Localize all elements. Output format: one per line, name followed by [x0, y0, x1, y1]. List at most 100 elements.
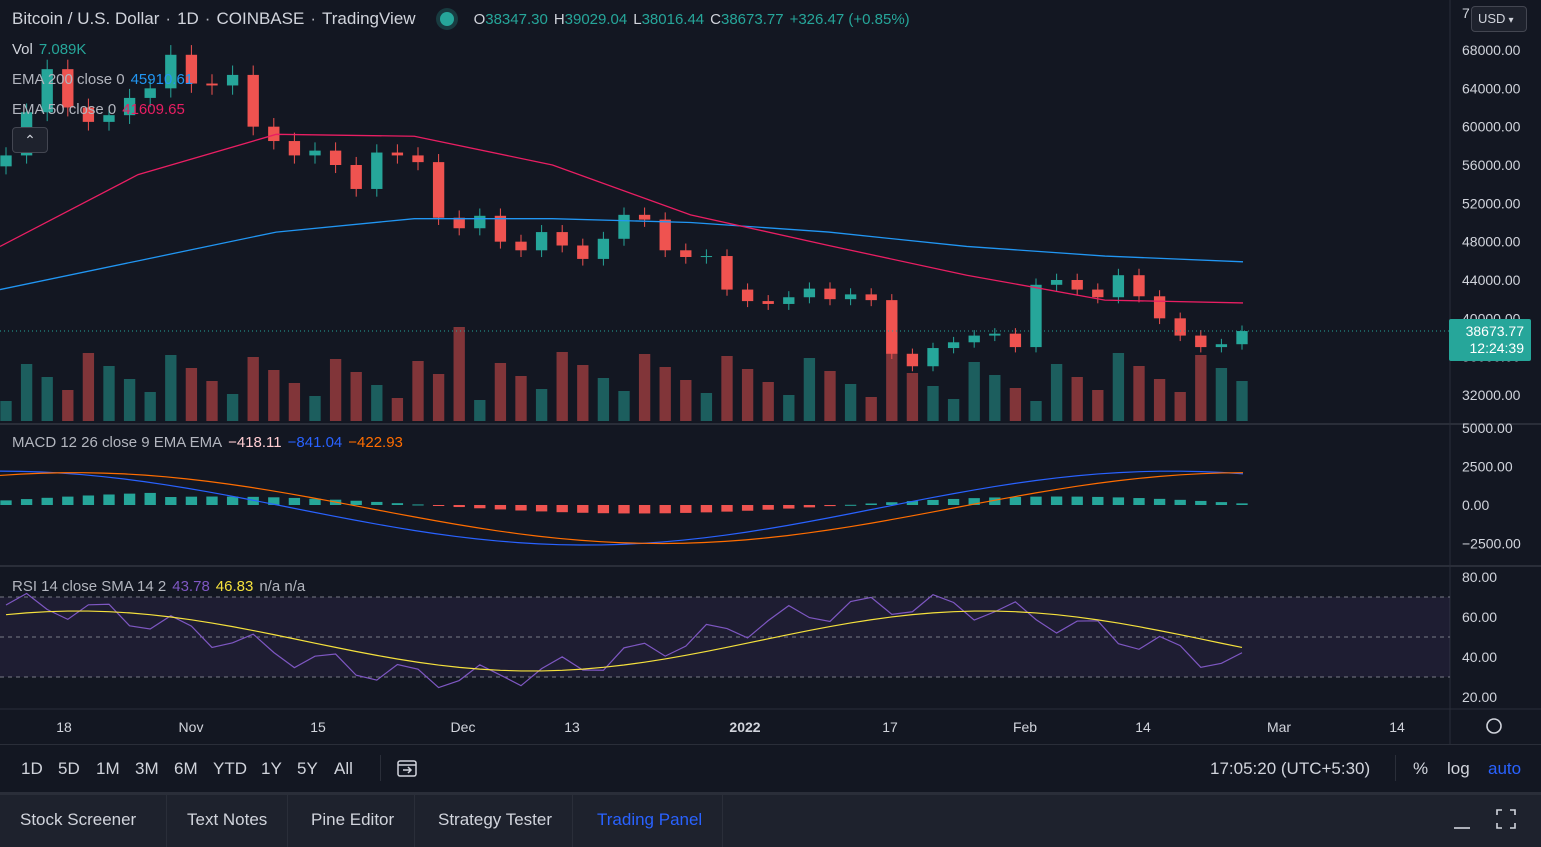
- candle-body[interactable]: [968, 335, 980, 343]
- candle-body[interactable]: [62, 69, 74, 108]
- candle-body[interactable]: [844, 294, 857, 300]
- tab-trading-panel[interactable]: Trading Panel: [577, 795, 724, 847]
- timeframe-all-button[interactable]: All: [334, 759, 353, 778]
- candle-body[interactable]: [1215, 344, 1228, 348]
- candle-body[interactable]: [659, 219, 671, 251]
- maximize-panel-icon[interactable]: [1495, 808, 1517, 835]
- candle-body[interactable]: [680, 250, 692, 257]
- candle-body[interactable]: [803, 288, 816, 298]
- candle-body[interactable]: [412, 155, 424, 163]
- candle-body[interactable]: [618, 214, 630, 239]
- tab-pine-editor[interactable]: Pine Editor: [291, 795, 416, 847]
- candle-body[interactable]: [783, 297, 795, 304]
- candle-body[interactable]: [865, 294, 877, 301]
- timeframe-1m-button[interactable]: 1M: [96, 759, 120, 778]
- candle-body[interactable]: [82, 107, 95, 122]
- candle-body[interactable]: [432, 162, 445, 218]
- timeframe-3m-button[interactable]: 3M: [135, 759, 159, 778]
- ema200-legend[interactable]: EMA 200 close 0 45910.61: [12, 71, 193, 88]
- candle-body[interactable]: [1030, 284, 1042, 348]
- candle-body[interactable]: [906, 353, 919, 367]
- candle-body[interactable]: [453, 217, 465, 229]
- candle-body[interactable]: [309, 150, 321, 156]
- candle-body[interactable]: [474, 215, 486, 229]
- candle-body[interactable]: [556, 232, 568, 246]
- candle-body[interactable]: [989, 333, 1001, 336]
- candle-body[interactable]: [1174, 318, 1186, 336]
- macd-histogram-bar: [721, 505, 733, 512]
- interval-label[interactable]: 1D: [177, 9, 199, 28]
- candle-body[interactable]: [371, 152, 383, 189]
- clock-timezone[interactable]: 17:05:20 (UTC+5:30): [1210, 759, 1371, 778]
- chevron-up-icon: ⌃: [24, 132, 36, 148]
- percent-scale-toggle[interactable]: %: [1413, 759, 1429, 778]
- ema50-legend[interactable]: EMA 50 close 0 41609.65: [12, 101, 185, 118]
- timeframe-1y-button[interactable]: 1Y: [261, 759, 282, 778]
- candle-body[interactable]: [494, 215, 507, 242]
- timeframe-ytd-button[interactable]: YTD: [213, 759, 247, 778]
- macd-histogram-bar: [82, 495, 95, 505]
- candle-body[interactable]: [329, 150, 342, 165]
- collapse-legend-button[interactable]: ⌃: [12, 127, 48, 153]
- candle-body[interactable]: [947, 342, 960, 349]
- candle-body[interactable]: [247, 74, 259, 127]
- candle-body[interactable]: [1071, 280, 1083, 290]
- candle-body[interactable]: [144, 88, 156, 98]
- minimize-panel-icon[interactable]: [1452, 809, 1472, 836]
- tab-text-notes[interactable]: Text Notes: [167, 795, 289, 847]
- candle-body[interactable]: [886, 300, 898, 354]
- candle-body[interactable]: [597, 238, 610, 259]
- time-axis-label: Mar: [1267, 719, 1291, 735]
- candle-body[interactable]: [288, 141, 301, 156]
- tab-stock-screener[interactable]: Stock Screener ⌄: [0, 795, 167, 847]
- candle-body[interactable]: [165, 54, 177, 89]
- candle-body[interactable]: [41, 69, 53, 113]
- candle-body[interactable]: [268, 126, 280, 142]
- auto-scale-toggle[interactable]: auto: [1488, 759, 1522, 778]
- timeframe-5d-button[interactable]: 5D: [58, 759, 80, 778]
- candle-body[interactable]: [1133, 275, 1145, 297]
- candle-body[interactable]: [206, 83, 218, 86]
- candle-body[interactable]: [1153, 296, 1166, 319]
- candle-body[interactable]: [1009, 333, 1022, 348]
- candle-body[interactable]: [0, 155, 12, 167]
- bar-countdown: 12:24:39: [1469, 340, 1525, 356]
- settings-gear-icon[interactable]: [1486, 718, 1502, 734]
- log-scale-toggle[interactable]: log: [1447, 759, 1470, 778]
- candle-body[interactable]: [638, 214, 651, 220]
- currency-selector[interactable]: USD ▾: [1471, 6, 1527, 32]
- candle-body[interactable]: [123, 97, 136, 116]
- candle-body[interactable]: [515, 241, 527, 251]
- candle-body[interactable]: [535, 232, 548, 251]
- candle-body[interactable]: [721, 256, 733, 290]
- market-status-icon[interactable]: [439, 12, 454, 26]
- candle-body[interactable]: [1236, 331, 1248, 345]
- candle-body[interactable]: [103, 115, 115, 122]
- volume-legend[interactable]: Vol 7.089K: [12, 41, 86, 58]
- timeframe-1d-button[interactable]: 1D: [21, 759, 43, 778]
- candle-body[interactable]: [1195, 335, 1207, 348]
- macd-legend[interactable]: MACD 12 26 close 9 EMA EMA −418.11 −841.…: [12, 434, 403, 451]
- macd-histogram-bar: [1195, 500, 1207, 505]
- candle-body[interactable]: [762, 301, 774, 304]
- candle-body[interactable]: [1092, 289, 1104, 298]
- candle-body[interactable]: [350, 165, 362, 189]
- timeframe-6m-button[interactable]: 6M: [174, 759, 198, 778]
- candle-body[interactable]: [577, 245, 589, 259]
- tab-strategy-tester[interactable]: Strategy Tester: [418, 795, 574, 847]
- chart-canvas[interactable]: 68000.00 64000.00 60000.00 56000.00 52000.00…: [0, 0, 1541, 744]
- date-range-icon[interactable]: [396, 757, 418, 784]
- candle-body[interactable]: [226, 74, 239, 86]
- macd-histogram-bar: [1133, 498, 1145, 505]
- candle-body[interactable]: [391, 152, 404, 156]
- candle-body[interactable]: [1050, 280, 1063, 285]
- rsi-legend[interactable]: RSI 14 close SMA 14 2 43.78 46.83 n/a n/…: [12, 578, 305, 595]
- candle-body[interactable]: [741, 289, 754, 302]
- candle-body[interactable]: [927, 348, 939, 367]
- timeframe-5y-button[interactable]: 5Y: [297, 759, 318, 778]
- candle-body[interactable]: [824, 288, 836, 300]
- candle-body[interactable]: [1112, 275, 1125, 298]
- candle-body[interactable]: [700, 256, 713, 258]
- symbol-name[interactable]: Bitcoin / U.S. Dollar: [12, 9, 160, 28]
- candle-body[interactable]: [185, 54, 198, 84]
